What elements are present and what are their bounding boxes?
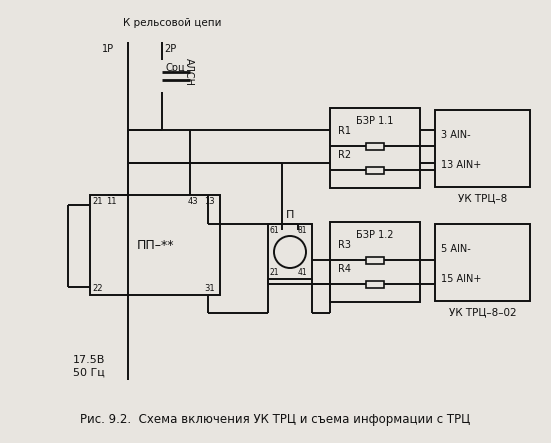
Text: 1Р: 1Р [102,44,114,54]
Text: 50 Гц: 50 Гц [73,368,105,378]
Bar [366,280,384,288]
Bar [366,167,384,174]
Text: 11: 11 [106,197,116,206]
Text: БЗР 1.2: БЗР 1.2 [356,230,394,240]
Text: R4: R4 [338,264,351,274]
Text: 31: 31 [204,284,215,293]
Text: 13 AIN+: 13 AIN+ [441,160,481,170]
Text: 21: 21 [92,197,102,206]
Text: R3: R3 [338,240,351,250]
Text: 41: 41 [298,268,307,277]
Text: 2Р: 2Р [164,44,176,54]
Text: УК ТРЦ–8: УК ТРЦ–8 [458,193,507,203]
Bar [268,224,312,279]
Bar [330,222,420,302]
Bar [90,195,220,295]
Text: 13: 13 [204,197,215,206]
Text: 43: 43 [188,197,198,206]
Text: Рис. 9.2.  Схема включения УК ТРЦ и съема информации с ТРЦ: Рис. 9.2. Схема включения УК ТРЦ и съема… [80,413,470,427]
Bar [435,110,530,187]
Text: АЛСН: АЛСН [184,58,194,86]
Text: Срц: Срц [165,63,185,73]
Text: 17.5В: 17.5В [73,355,105,365]
Text: К рельсовой цепи: К рельсовой цепи [123,18,222,28]
Text: 15 AIN+: 15 AIN+ [441,274,482,284]
Text: 81: 81 [298,226,307,235]
Bar [330,108,420,188]
Bar [366,143,384,149]
Text: П: П [286,210,294,220]
Text: 3 AIN-: 3 AIN- [441,130,471,140]
Bar [366,256,384,264]
Text: БЗР 1.1: БЗР 1.1 [356,116,393,126]
Bar [435,224,530,301]
Text: ПП–**: ПП–** [136,238,174,252]
Text: 21: 21 [269,268,278,277]
Text: R1: R1 [338,126,351,136]
Text: 22: 22 [92,284,102,293]
Text: 5 AIN-: 5 AIN- [441,244,471,254]
Text: R2: R2 [338,150,351,160]
Text: УК ТРЦ–8–02: УК ТРЦ–8–02 [449,307,516,317]
Text: 61: 61 [269,226,279,235]
